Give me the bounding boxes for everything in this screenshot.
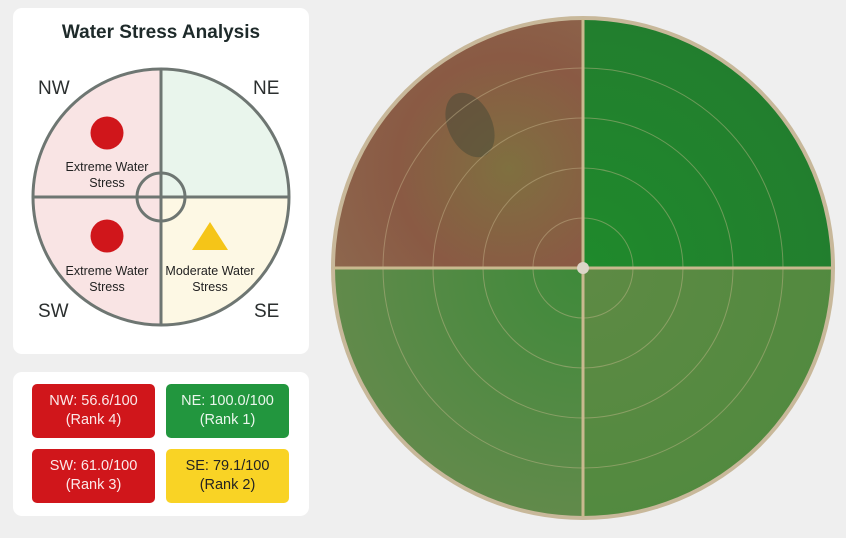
score-rank: (Rank 1) [199,412,256,428]
quadrant-circle-diagram [31,67,291,327]
score-value: SW: 61.0/100 [49,458,138,474]
field-quadrant-sw [335,268,583,516]
direction-label-nw: NW [38,78,70,99]
extreme-stress-marker-sw-icon [90,219,124,253]
extreme-stress-marker-nw-icon [90,116,124,150]
quadrant-ne [161,69,289,197]
status-line: Moderate Water [165,264,255,278]
score-rank: (Rank 4) [65,412,122,428]
center-crosshair-icon [135,171,187,223]
direction-label-sw: SW [38,301,69,322]
quadrant-sw [33,197,161,325]
diagram-title: Water Stress Analysis [61,22,261,43]
score-card-sw: SW: 61.0/100 (Rank 3) [32,449,155,503]
quadrant-nw-status: Extreme Water Stress [52,159,162,191]
quadrant-sw-status: Extreme Water Stress [52,263,162,295]
quadrant-se [161,197,289,325]
direction-label-ne: NE [253,78,280,99]
status-line: Stress [192,280,228,294]
field-quadrant-ne [583,20,831,268]
quadrant-scores-panel: NW: 56.6/100 (Rank 4) NE: 100.0/100 (Ran… [13,372,309,516]
score-rank: (Rank 2) [199,477,256,493]
score-rank: (Rank 3) [65,477,122,493]
status-line: Extreme Water [65,264,149,278]
moderate-stress-marker-se-icon [192,222,228,250]
score-value: SE: 79.1/100 [185,458,270,474]
pivot-center [577,262,589,274]
water-stress-diagram-panel: Water Stress Analysis NW NE SW SE Extrem… [13,8,309,354]
aerial-field-image [331,16,835,520]
direction-label-se: SE [254,301,280,322]
field-quadrant-se [583,268,831,516]
quadrant-se-status: Moderate Water Stress [155,263,265,295]
score-card-se: SE: 79.1/100 (Rank 2) [166,449,289,503]
status-line: Stress [89,280,125,294]
score-card-nw: NW: 56.6/100 (Rank 4) [32,384,155,438]
score-card-ne: NE: 100.0/100 (Rank 1) [166,384,289,438]
score-value: NW: 56.6/100 [49,393,138,409]
score-value: NE: 100.0/100 [181,393,274,409]
status-line: Stress [89,176,125,190]
status-line: Extreme Water [65,160,149,174]
